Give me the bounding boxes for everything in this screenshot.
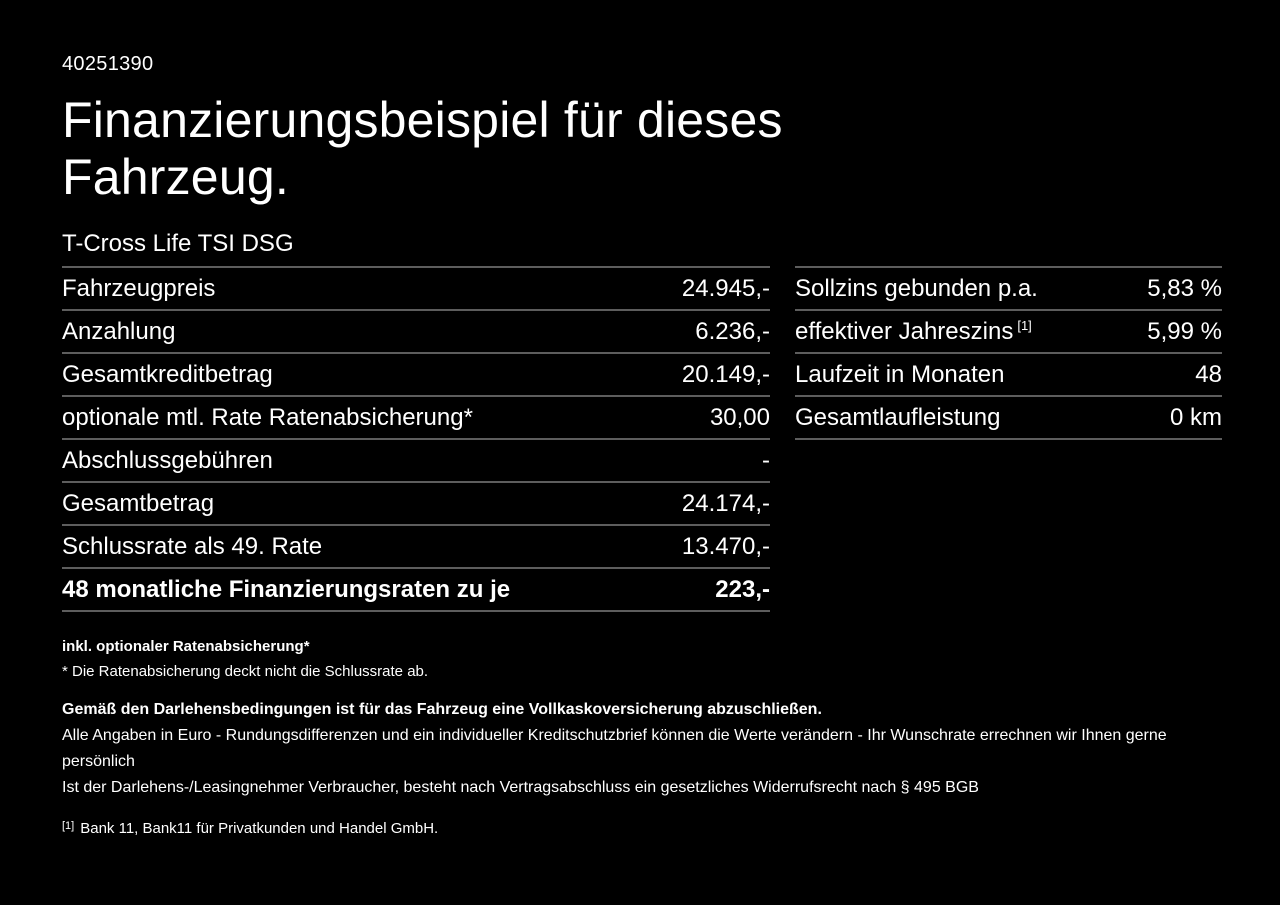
legal-disclaimer-block: Gemäß den Darlehensbedingungen ist für d… <box>62 696 1222 801</box>
rate-protection-detail-note: * Die Ratenabsicherung deckt nicht die S… <box>62 663 429 680</box>
row-label: 48 monatliche Finanzierungsraten zu je <box>62 575 511 603</box>
table-row-monthly-rate: 48 monatliche Finanzierungsraten zu je 2… <box>62 567 770 610</box>
disclaimer-line-1: Alle Angaben in Euro - Rundungsdifferenz… <box>62 727 1167 770</box>
table-row-total-mileage: Gesamtlaufleistung 0 km <box>795 395 1222 438</box>
row-value: 5,99 % <box>1147 317 1222 345</box>
row-value: 30,00 <box>709 403 770 431</box>
bank-reference: [1] Bank 11, Bank11 für Privatkunden und … <box>62 815 1222 840</box>
row-label: Schlussrate als 49. Rate <box>62 532 323 560</box>
row-label: Abschlussgebühren <box>62 446 273 474</box>
row-value: 223,- <box>715 575 770 603</box>
row-label: effektiver Jahreszins [1] <box>795 317 1032 345</box>
row-value: 48 <box>1195 360 1222 388</box>
financing-tables: T-Cross Life TSI DSG Fahrzeugpreis 24.94… <box>62 222 1222 612</box>
listing-id: 40251390 <box>62 53 154 75</box>
row-value: 24.174,- <box>681 489 770 517</box>
row-value: - <box>762 446 770 474</box>
row-label: Gesamtlaufleistung <box>795 403 1001 431</box>
row-value: 0 km <box>1169 403 1222 431</box>
row-value: 13.470,- <box>681 532 770 560</box>
table-row-down-payment: Anzahlung 6.236,- <box>62 309 770 352</box>
table-row-closing-fees: Abschlussgebühren - <box>62 438 770 481</box>
table-row-final-rate: Schlussrate als 49. Rate 13.470,- <box>62 524 770 567</box>
table-row-vehicle-price: Fahrzeugpreis 24.945,- <box>62 266 770 309</box>
table-row-nominal-interest: Sollzins gebunden p.a. 5,83 % <box>795 266 1222 309</box>
table-row-total-credit: Gesamtkreditbetrag 20.149,- <box>62 352 770 395</box>
row-label: Anzahlung <box>62 317 176 345</box>
rate-protection-included-note: inkl. optionaler Ratenabsicherung* <box>62 638 310 655</box>
row-value: 6.236,- <box>695 317 770 345</box>
row-value: 20.149,- <box>681 360 770 388</box>
footnote-marker: [1] <box>1017 317 1032 333</box>
disclaimer-line-2: Ist der Darlehens-/Leasingnehmer Verbrau… <box>62 779 979 796</box>
insurance-requirement-note: Gemäß den Darlehensbedingungen ist für d… <box>62 701 822 718</box>
row-label: Fahrzeugpreis <box>62 274 216 302</box>
row-label: Laufzeit in Monaten <box>795 360 1005 388</box>
row-label: Gesamtbetrag <box>62 489 215 517</box>
loan-terms-table: Sollzins gebunden p.a. 5,83 % effektiver… <box>795 266 1222 440</box>
row-label: Sollzins gebunden p.a. <box>795 274 1038 302</box>
row-value: 24.945,- <box>681 274 770 302</box>
footnote-marker: [1] <box>62 820 75 832</box>
table-row-term-months: Laufzeit in Monaten 48 <box>795 352 1222 395</box>
row-value: 5,83 % <box>1147 274 1222 302</box>
table-row-total-amount: Gesamtbetrag 24.174,- <box>62 481 770 524</box>
rate-protection-footnotes: inkl. optionaler Ratenabsicherung* * Die… <box>62 634 1222 684</box>
row-label: optionale mtl. Rate Ratenabsicherung* <box>62 403 473 431</box>
table-row-effective-interest: effektiver Jahreszins [1] 5,99 % <box>795 309 1222 352</box>
row-label: Gesamtkreditbetrag <box>62 360 273 388</box>
financing-details-table: T-Cross Life TSI DSG Fahrzeugpreis 24.94… <box>62 222 770 612</box>
bank-reference-text: Bank 11, Bank11 für Privatkunden und Han… <box>80 820 439 837</box>
page-title: Finanzierungsbeispiel für dieses Fahrzeu… <box>62 92 783 205</box>
vehicle-model: T-Cross Life TSI DSG <box>62 230 294 257</box>
table-row-optional-rate: optionale mtl. Rate Ratenabsicherung* 30… <box>62 395 770 438</box>
